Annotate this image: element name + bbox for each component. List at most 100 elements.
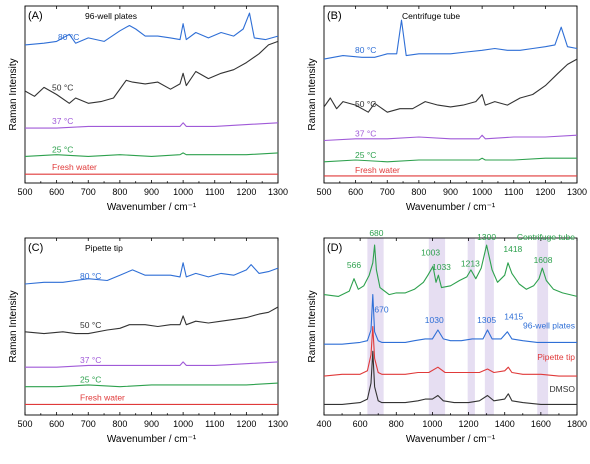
series-line bbox=[324, 294, 577, 345]
panel-letter: (A) bbox=[28, 10, 43, 22]
x-tick-label: 1200 bbox=[236, 419, 256, 429]
x-tick-label: 600 bbox=[49, 187, 64, 197]
series-label: 37 °C bbox=[80, 355, 101, 365]
series-label: DMSO bbox=[550, 384, 576, 394]
x-tick-label: 800 bbox=[389, 419, 404, 429]
x-tick-label: 400 bbox=[316, 419, 331, 429]
x-tick-label: 900 bbox=[144, 187, 159, 197]
highlight-band bbox=[484, 238, 494, 415]
x-tick-label: 1200 bbox=[535, 187, 555, 197]
series-line bbox=[24, 152, 279, 157]
series-label: 80 °C bbox=[58, 32, 79, 42]
y-axis-title: Raman Intensity bbox=[307, 290, 318, 362]
series-line bbox=[324, 350, 577, 405]
highlight-band bbox=[467, 238, 475, 415]
x-tick-label: 700 bbox=[81, 419, 96, 429]
x-tick-label: 1000 bbox=[422, 419, 442, 429]
peak-label: 1305 bbox=[477, 315, 496, 325]
x-tick-label: 1000 bbox=[173, 187, 193, 197]
series-label: 80 °C bbox=[355, 45, 376, 55]
x-tick-label: 700 bbox=[81, 187, 96, 197]
panel-letter: (D) bbox=[327, 242, 342, 254]
panel-d: 400 600 800 1000 1200 1400 1600 1800 Wavenumber … bbox=[307, 228, 587, 445]
peak-label: 1300 bbox=[477, 232, 496, 242]
series-label: 25 °C bbox=[80, 375, 101, 385]
series-label: 25 °C bbox=[355, 150, 376, 160]
y-axis-title: Raman Intensity bbox=[8, 290, 19, 362]
x-tick-label: 600 bbox=[49, 419, 64, 429]
peak-label: 1033 bbox=[432, 262, 451, 272]
x-tick-label: 800 bbox=[112, 187, 127, 197]
peak-label: 1003 bbox=[421, 248, 440, 258]
x-tick-label: 1400 bbox=[495, 419, 515, 429]
x-tick-label: 800 bbox=[411, 187, 426, 197]
x-tick-label: 1600 bbox=[531, 419, 551, 429]
panel-c: 500 600 700 800 900 1000 1100 1200 1300 Wavenumbe… bbox=[8, 237, 288, 445]
x-tick-label: 700 bbox=[380, 187, 395, 197]
x-tick-label: 900 bbox=[443, 187, 458, 197]
highlight-band bbox=[537, 238, 549, 415]
y-axis-title: Raman Intensity bbox=[8, 58, 19, 130]
panel-title: Pipette tip bbox=[85, 243, 123, 253]
series-line bbox=[25, 382, 279, 388]
series-label: 80 °C bbox=[80, 271, 101, 281]
series-line bbox=[323, 134, 578, 142]
series-line bbox=[24, 12, 279, 46]
x-tick-label: 500 bbox=[316, 187, 331, 197]
series-label: Pipette tip bbox=[537, 352, 575, 362]
peak-label: 1213 bbox=[461, 258, 480, 268]
panel-title: Centrifuge tube bbox=[402, 11, 460, 21]
series-line bbox=[24, 40, 279, 104]
peak-label: 1415 bbox=[504, 311, 523, 321]
x-tick-label: 1200 bbox=[459, 419, 479, 429]
series-label: 96-well plates bbox=[523, 320, 575, 330]
x-tick-label: 800 bbox=[112, 419, 127, 429]
series-label: Fresh water bbox=[52, 162, 97, 172]
x-tick-label: 600 bbox=[353, 419, 368, 429]
peak-label: 1418 bbox=[503, 244, 522, 254]
x-tick-label: 1000 bbox=[173, 419, 193, 429]
x-tick-label: 500 bbox=[17, 419, 32, 429]
series-label: 37 °C bbox=[355, 129, 376, 139]
x-tick-label: 1000 bbox=[472, 187, 492, 197]
peak-label: 1608 bbox=[534, 255, 553, 265]
series-line bbox=[24, 306, 279, 335]
x-tick-label: 1200 bbox=[236, 187, 256, 197]
series-line bbox=[323, 157, 577, 163]
x-tick-label: 900 bbox=[144, 419, 159, 429]
series-line bbox=[24, 262, 279, 285]
peak-label: 670 bbox=[374, 304, 388, 314]
x-axis-title: Wavenumber / cm⁻¹ bbox=[406, 434, 496, 445]
x-tick-label: 1300 bbox=[268, 187, 288, 197]
series-label: 50 °C bbox=[52, 83, 73, 93]
panel-letter: (C) bbox=[28, 242, 43, 254]
series-label: Centrifuge tube bbox=[517, 232, 575, 242]
y-axis-title: Raman Intensity bbox=[307, 58, 318, 130]
x-tick-label: 1100 bbox=[504, 187, 523, 197]
series-line bbox=[323, 244, 578, 297]
series-label: 50 °C bbox=[355, 99, 376, 109]
peak-label: 680 bbox=[369, 228, 383, 238]
x-tick-label: 500 bbox=[17, 187, 32, 197]
series-label: Fresh water bbox=[80, 392, 125, 402]
panel-b: 500 600 700 800 900 1000 1100 1200 1300 Wavenumbe… bbox=[307, 5, 587, 213]
x-axis-title: Wavenumber / cm⁻¹ bbox=[107, 434, 197, 445]
x-tick-label: 1100 bbox=[205, 187, 224, 197]
series-line bbox=[25, 361, 279, 368]
series-line bbox=[323, 325, 577, 377]
series-label: 50 °C bbox=[80, 320, 101, 330]
series-label: 37 °C bbox=[52, 116, 73, 126]
x-axis-title: Wavenumber / cm⁻¹ bbox=[107, 202, 197, 213]
x-tick-label: 600 bbox=[348, 187, 363, 197]
panel-a: 500 600 700 800 900 1000 1100 1200 1300 Wavenumbe… bbox=[8, 5, 288, 213]
x-tick-label: 1300 bbox=[268, 419, 288, 429]
series-label: Fresh water bbox=[355, 165, 400, 175]
series-line bbox=[323, 58, 578, 113]
series-line bbox=[25, 122, 279, 129]
x-tick-label: 1800 bbox=[567, 419, 587, 429]
panel-letter: (B) bbox=[327, 10, 342, 22]
panel-title: 96-well plates bbox=[85, 11, 137, 21]
series-line bbox=[323, 19, 578, 60]
plot-frame bbox=[24, 237, 279, 416]
